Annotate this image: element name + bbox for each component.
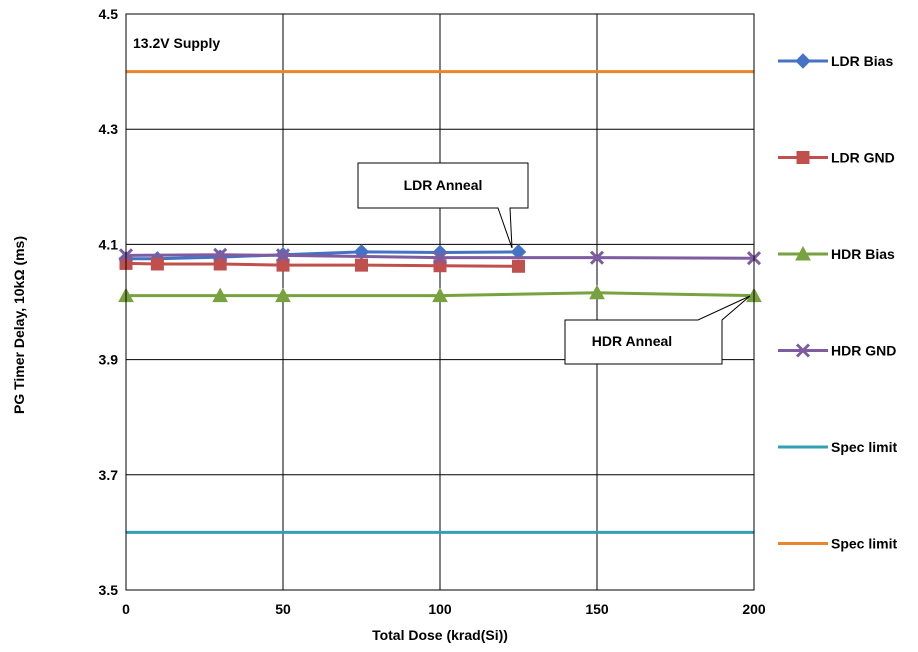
supply-annotation-text: 13.2V Supply bbox=[133, 35, 220, 51]
x-tick-label: 50 bbox=[275, 601, 291, 617]
x-axis-label: Total Dose (krad(Si)) bbox=[372, 627, 508, 643]
legend-label: LDR GND bbox=[831, 150, 895, 166]
legend-label: HDR Bias bbox=[831, 246, 895, 262]
y-axis-label: PG Timer Delay, 10kΩ (ms) bbox=[11, 236, 27, 414]
x-tick-label: 100 bbox=[428, 601, 452, 617]
y-tick-label: 3.7 bbox=[99, 467, 119, 483]
data-point bbox=[150, 257, 164, 271]
series-lines bbox=[118, 244, 762, 303]
hdr-anneal-callout: HDR Anneal bbox=[564, 295, 751, 365]
plot-frame bbox=[125, 13, 755, 591]
x-tick-label: 150 bbox=[585, 601, 609, 617]
legend-label: Spec limit bbox=[831, 536, 897, 552]
series-line bbox=[126, 291, 755, 298]
legend-item-hdr-bias: HDR Bias bbox=[778, 245, 895, 262]
data-point bbox=[432, 287, 448, 303]
supply-annotation: 13.2V Supply bbox=[133, 35, 220, 51]
legend-item-spec-limit: Spec limit bbox=[778, 536, 897, 552]
series-line bbox=[125, 253, 755, 260]
legend-item-ldr-bias: LDR Bias bbox=[778, 53, 893, 69]
ldr-anneal-callout: LDR Anneal bbox=[357, 162, 529, 249]
legend-marker bbox=[795, 245, 811, 261]
data-point bbox=[275, 248, 291, 263]
legend-label: LDR Bias bbox=[831, 53, 893, 69]
hdr-anneal-callout-box bbox=[564, 295, 751, 365]
legend-marker bbox=[795, 53, 811, 69]
data-point bbox=[355, 258, 368, 272]
legend-marker bbox=[795, 343, 811, 358]
legend-item-spec-limit: Spec limit bbox=[778, 439, 897, 455]
ldr-anneal-callout-box bbox=[357, 162, 529, 249]
y-tick-label: 4.1 bbox=[99, 236, 119, 252]
hdr-anneal-callout-text: HDR Anneal bbox=[592, 333, 672, 349]
legend-marker bbox=[796, 151, 810, 164]
x-tick-label: 200 bbox=[742, 601, 766, 617]
data-point bbox=[589, 250, 605, 265]
legend-item-hdr-gnd: HDR GND bbox=[778, 343, 896, 359]
legend: LDR Bias LDR GND HDR Bias HDR GND Spec limit… bbox=[778, 53, 897, 552]
spec-lines bbox=[126, 70, 754, 534]
y-tick-label: 4.3 bbox=[99, 121, 119, 137]
series-hdr-bias bbox=[118, 284, 762, 303]
legend-label: HDR GND bbox=[831, 343, 896, 359]
data-point bbox=[512, 259, 525, 273]
data-point bbox=[432, 250, 448, 265]
data-point bbox=[213, 247, 228, 262]
data-point bbox=[275, 287, 291, 303]
y-tick-label: 4.5 bbox=[99, 6, 119, 22]
series-line bbox=[125, 261, 519, 268]
tick-labels: 0 50 100 150 200 3.5 3.7 3.9 4.1 4.3 4.5 bbox=[99, 6, 766, 617]
data-point bbox=[212, 287, 229, 303]
data-point bbox=[589, 284, 605, 300]
y-tick-label: 3.9 bbox=[99, 352, 119, 368]
data-point bbox=[276, 258, 290, 272]
x-tick-label: 0 bbox=[122, 601, 130, 617]
y-tick-label: 3.5 bbox=[99, 582, 119, 598]
ldr-anneal-callout-text: LDR Anneal bbox=[404, 177, 483, 193]
legend-label: Spec limit bbox=[831, 439, 897, 455]
legend-item-ldr-gnd: LDR GND bbox=[778, 150, 895, 166]
data-point bbox=[213, 257, 227, 271]
